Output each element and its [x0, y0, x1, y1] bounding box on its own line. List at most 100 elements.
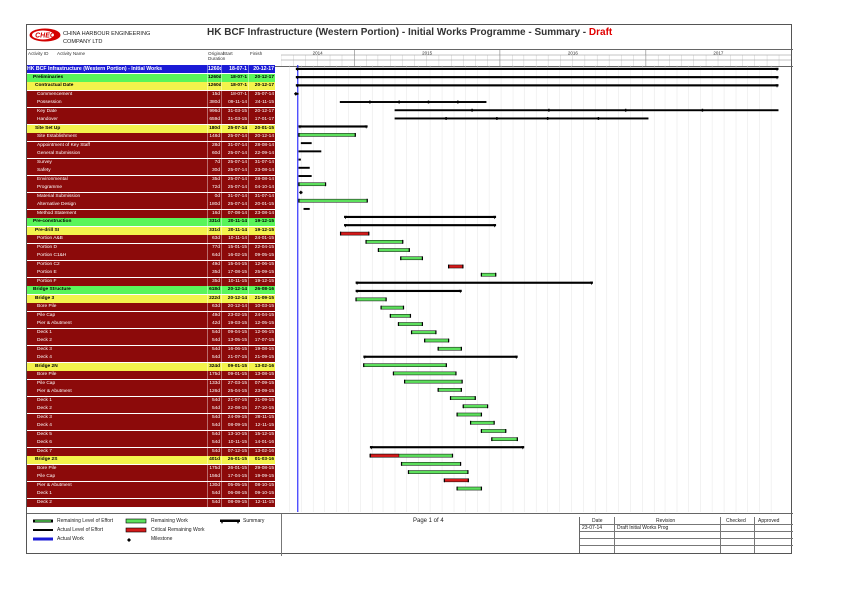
activity-row[interactable]: Deck 3 54d 24-09-15 28-11-15: [27, 413, 281, 423]
activity-row[interactable]: Deck 2 54d 22-08-15 27-10-15: [27, 405, 281, 414]
activity-name: General Submission: [27, 150, 207, 158]
activity-finish: 20-12-17: [248, 82, 275, 90]
activity-row[interactable]: Commencement 15d 18-07-1 25-07-14: [27, 90, 281, 100]
activity-row[interactable]: Pile Cap 49d 23-02-15 24-04-15: [27, 311, 281, 321]
activity-finish: 23-09-15: [248, 388, 275, 396]
activity-row[interactable]: Deck 1 54d 09-04-15 12-06-15: [27, 328, 281, 338]
activity-row[interactable]: Portion E 35d 17-08-15 25-09-15: [27, 269, 281, 278]
activity-start: 25-07-14: [221, 124, 248, 133]
activity-duration: 54d: [207, 430, 221, 439]
activity-name: Pier & Abutment: [27, 481, 207, 490]
activity-row[interactable]: Environmental 35d 25-07-14 28-08-14: [27, 175, 281, 185]
activity-row[interactable]: Bore Pile 63d 20-12-14 10-03-15: [27, 303, 281, 312]
activity-row[interactable]: Safety 30d 25-07-14 23-08-14: [27, 167, 281, 176]
gantt-bar-effort: [303, 207, 310, 210]
activity-row[interactable]: Bridge 3 222d 20-12-14 21-09-15: [27, 294, 281, 304]
activity-row[interactable]: Appointment of Key Staff 28d 31-07-14 28-08…: [27, 141, 281, 151]
gantt-bar-summary: [295, 67, 779, 72]
activity-row[interactable]: Portion F 35d 10-11-15 19-12-15: [27, 277, 281, 287]
gantt-bar-milestone: [298, 190, 303, 195]
activity-row[interactable]: Portion C1&H 64d 16-02-15 09-05-15: [27, 252, 281, 261]
activity-row[interactable]: Deck 7 54d 07-12-15 13-02-16: [27, 447, 281, 457]
activity-duration: 0d: [207, 192, 221, 201]
gantt-bar-effort: [394, 117, 649, 120]
activity-duration: 659d: [207, 116, 221, 124]
activity-row[interactable]: Pre-drill SI 331d 20-11-14 19-12-15: [27, 226, 281, 236]
activity-finish: 27-10-15: [248, 405, 275, 413]
activity-row[interactable]: Pier & Abutment 42d 19-03-15 12-05-15: [27, 320, 281, 329]
legend-remaining-effort: Remaining Level of Effort: [57, 518, 114, 524]
activity-name: Bridge Structure: [27, 286, 207, 294]
activity-start: 31-03-15: [221, 116, 248, 124]
activity-row[interactable]: Site Establishment 148d 25-07-14 20-12-14: [27, 133, 281, 142]
activity-finish: 21-09-15: [248, 354, 275, 362]
activity-start: 19-03-15: [221, 320, 248, 328]
gantt-bar-effort: [298, 150, 322, 153]
gantt-bar-effort: [339, 100, 487, 104]
activity-finish: 20-12-17: [248, 73, 275, 82]
activity-row[interactable]: Deck 5 54d 13-10-15 15-12-15: [27, 430, 281, 440]
activity-row[interactable]: Deck 6 54d 10-11-15 14-01-16: [27, 439, 281, 448]
activity-row[interactable]: Bridge 2S 401d 26-01-15 01-03-16: [27, 456, 281, 465]
legend-actual-work: Actual Work: [57, 536, 84, 542]
activity-finish: 25-09-15: [248, 269, 275, 277]
activity-name: Pier & Abutment: [27, 388, 207, 396]
activity-row[interactable]: Alternative Design 180d 25-07-14 20-01-15: [27, 201, 281, 210]
activity-duration: 35d: [207, 277, 221, 286]
gantt-bar-remaining: [437, 387, 462, 392]
activity-row[interactable]: Deck 4 54d 08-09-15 12-11-15: [27, 422, 281, 431]
activity-row[interactable]: Handover 659d 31-03-15 17-01-17: [27, 116, 281, 125]
activity-row[interactable]: General Submission 60d 25-07-14 22-09-14: [27, 150, 281, 159]
activity-finish: 26-08-16: [248, 286, 275, 294]
activity-row[interactable]: Pre-construction 331d 20-11-14 19-12-15: [27, 218, 281, 227]
activity-row[interactable]: Portion C2 49d 15-04-15 12-06-15: [27, 260, 281, 270]
activity-start: 25-07-14: [221, 201, 248, 209]
activity-row[interactable]: Deck 4 54d 21-07-15 21-09-15: [27, 354, 281, 363]
activity-start: 27-03-15: [221, 379, 248, 388]
activity-row[interactable]: Pier & Abutment 126d 25-04-15 23-09-15: [27, 388, 281, 397]
gantt-bar-remaining: [363, 363, 447, 368]
gantt-bar-remaining: [410, 330, 437, 335]
gantt-bar-remaining: [424, 338, 450, 343]
legend-symbols-mid: [125, 518, 147, 542]
activity-name: Bridge 2N: [27, 362, 207, 371]
activity-row[interactable]: Deck 3 54d 16-06-15 19-08-15: [27, 345, 281, 355]
activity-finish: 31-07-14: [248, 192, 275, 201]
activity-row[interactable]: Bridge 2N 324d 09-01-15 13-02-16: [27, 362, 281, 372]
page-title: HK BCF Infrastructure (Western Portion) …: [207, 27, 612, 38]
activity-row[interactable]: Portion D 77d 15-01-15 22-04-15: [27, 243, 281, 253]
activity-row[interactable]: Site Set Up 180d 25-07-14 20-01-15: [27, 124, 281, 134]
column-header: Activity ID Activity Name Original Durat…: [27, 49, 793, 67]
timeline-scale: 2014 2015 2016 2017: [281, 50, 791, 66]
activity-row[interactable]: Bridge Structure 618d 20-12-14 26-08-16: [27, 286, 281, 295]
activity-row[interactable]: Contractual Date 1260d 18-07-1 20-12-17: [27, 82, 281, 91]
activity-row[interactable]: Deck 2 54d 08-09-15 12-11-15: [27, 498, 281, 508]
rev-header-revision: Revision: [656, 518, 676, 524]
activity-row[interactable]: Portion A&B 63d 10-11-14 24-01-15: [27, 235, 281, 244]
activity-duration: 180d: [207, 124, 221, 133]
activity-row[interactable]: Survey 7d 25-07-14 31-07-14: [27, 158, 281, 168]
gantt-bar-summary: [298, 125, 368, 129]
activity-row[interactable]: Programme 72d 25-07-14 04-10-14: [27, 184, 281, 193]
activity-row[interactable]: Bore Pile 175d 26-01-15 29-08-15: [27, 464, 281, 474]
activity-row[interactable]: Preliminaries 1260d 18-07-1 20-12-17: [27, 73, 281, 83]
activity-row[interactable]: Method Statement 16d 07-08-14 23-08-14: [27, 209, 281, 219]
activity-finish: 12-11-15: [248, 422, 275, 430]
activity-row[interactable]: Bore Pile 175d 09-01-15 13-08-15: [27, 371, 281, 380]
legend-milestone: Milestone: [151, 536, 173, 542]
activity-row[interactable]: Material Submission 0d 31-07-14 31-07-14: [27, 192, 281, 202]
activity-row[interactable]: Key Date 996d 31-03-15 20-12-17: [27, 107, 281, 117]
activity-row[interactable]: Deck 1 54d 06-08-15 09-10-15: [27, 490, 281, 499]
activity-row[interactable]: Deck 2 54d 13-05-15 17-07-15: [27, 337, 281, 346]
gantt-bar-summary: [363, 355, 518, 360]
activity-finish: 12-05-15: [248, 320, 275, 328]
activity-row[interactable]: Pier & Abutment 130d 05-05-15 08-10-15: [27, 481, 281, 491]
activity-start: 10-11-15: [221, 439, 248, 447]
activity-duration: 1260d: [207, 73, 222, 82]
activity-row[interactable]: Pile Cap 133d 27-03-15 07-09-15: [27, 379, 281, 389]
activity-row[interactable]: Deck 1 54d 21-07-15 21-09-15: [27, 396, 281, 406]
activity-row[interactable]: HK BCF Infrastructure (Western Portion) …: [27, 65, 281, 74]
activity-row[interactable]: Pile Cap 156d 17-04-15 19-09-15: [27, 473, 281, 482]
activity-duration: 175d: [207, 464, 221, 473]
activity-row[interactable]: Possession 380d 09-11-14 24-11-15: [27, 99, 281, 108]
